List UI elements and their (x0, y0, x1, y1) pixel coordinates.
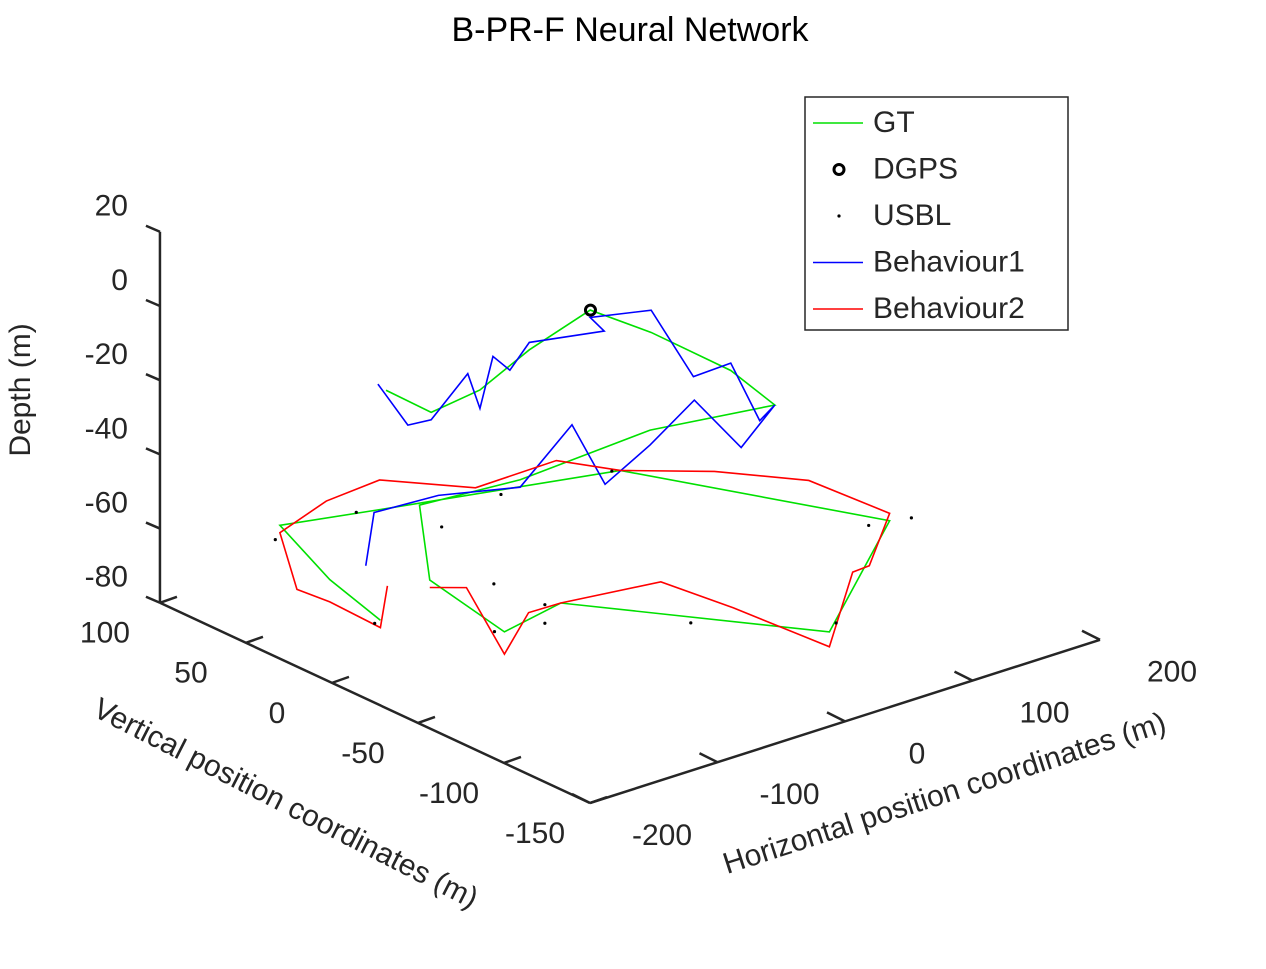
trajectory (364, 309, 776, 566)
legend-label: Behaviour2 (873, 292, 1025, 325)
legend-marker (832, 163, 846, 176)
z-tick (145, 373, 161, 382)
legend: GT DGPS USBL Behaviour1 Behaviour2 (804, 96, 1069, 331)
z-tick-label: -80 (85, 561, 128, 594)
y-tick-label: -150 (505, 817, 565, 850)
y-tick (245, 635, 264, 645)
x-tick (571, 792, 591, 805)
usbl-point (373, 621, 377, 625)
x-tick (953, 670, 974, 682)
chart-title: B-PR-F Neural Network (451, 11, 809, 49)
x-tick-label: -200 (632, 819, 692, 852)
z-tick (145, 521, 161, 530)
z-tick (145, 224, 161, 233)
usbl-point (543, 621, 547, 625)
y-tick (589, 795, 608, 805)
z-tick (145, 595, 161, 604)
z-tick-label: 0 (111, 264, 128, 297)
legend-label: DGPS (873, 152, 958, 185)
y-tick-label: -50 (341, 737, 384, 770)
usbl-point (867, 523, 871, 528)
z-tick-label: 20 (95, 190, 128, 223)
z-tick-label: -20 (85, 338, 128, 371)
x-tick-label: -100 (759, 778, 819, 811)
x-tick (1081, 629, 1101, 641)
y-tick (417, 715, 436, 725)
legend-box (804, 96, 1069, 331)
y-tick (503, 755, 522, 765)
usbl-point (689, 621, 693, 625)
z-tick (145, 298, 161, 308)
x-tick (698, 752, 719, 764)
usbl-point (834, 621, 838, 625)
usbl-point (273, 538, 277, 542)
legend-marker (837, 214, 841, 218)
y-tick-label: -100 (419, 777, 479, 810)
legend-label: GT (873, 106, 915, 139)
trajectory (278, 459, 891, 656)
y-axis (159, 601, 591, 805)
z-tick-label: -60 (85, 487, 128, 520)
y-tick-label: 0 (269, 697, 286, 730)
x-tick (826, 711, 846, 723)
x-tick-label: 100 (1019, 697, 1069, 730)
usbl-point (610, 469, 614, 473)
usbl-point (499, 492, 503, 497)
x-tick-label: 0 (909, 737, 926, 770)
x-tick-label: 200 (1147, 656, 1197, 689)
y-tick-label: 100 (80, 617, 130, 650)
z-tick-label: -40 (85, 412, 128, 445)
y-tick (159, 595, 178, 604)
usbl-point (492, 630, 497, 634)
plot-area: -200-1000100200-150-100-50050100-80-60-4… (80, 190, 1197, 852)
legend-label: USBL (873, 199, 951, 232)
dgps-point (583, 303, 597, 317)
usbl-point (354, 510, 358, 514)
y-tick (331, 675, 350, 685)
trajectory (278, 309, 891, 633)
z-tick (145, 447, 161, 456)
z-axis-label: Depth (m) (4, 323, 37, 456)
legend-label: Behaviour1 (873, 245, 1025, 278)
usbl-point (909, 516, 913, 520)
usbl-point (440, 525, 444, 529)
usbl-point (492, 582, 496, 586)
usbl-point (543, 603, 547, 607)
y-tick-label: 50 (174, 657, 207, 690)
